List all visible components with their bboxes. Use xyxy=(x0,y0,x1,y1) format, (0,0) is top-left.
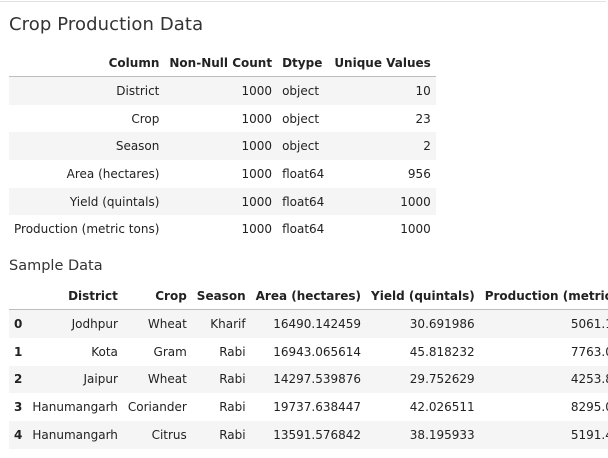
sample-row: 4 Hanumangarh Citrus Rabi 13591.576842 3… xyxy=(9,421,608,449)
summary-cell-column: District xyxy=(9,76,165,105)
sample-header-season: Season xyxy=(191,282,251,310)
cell-production: 7763.013072 xyxy=(570,344,608,359)
summary-cell-dtype: float64 xyxy=(282,166,325,181)
summary-cell-column: Production (metric tons) xyxy=(14,222,160,237)
cell-yield: 38.195933 xyxy=(366,421,480,449)
summary-header-column: Column xyxy=(9,50,165,77)
cell-district: Jodhpur xyxy=(27,309,123,338)
summary-cell-dtype: object xyxy=(277,132,330,161)
cell-yield: 29.752629 xyxy=(366,365,480,394)
summary-cell-unique: 2 xyxy=(329,132,436,161)
sample-header-crop: Crop xyxy=(122,282,192,310)
cell-crop: Wheat xyxy=(122,309,192,338)
cell-yield: 30.691986 xyxy=(366,309,480,338)
summary-cell-dtype: object xyxy=(277,76,330,105)
cell-production: 5191.429648 xyxy=(479,421,608,449)
summary-header-count: Non-Null Count xyxy=(164,50,278,77)
sample-header-district: District xyxy=(27,282,123,310)
cell-district: Jaipur xyxy=(27,365,123,394)
cell-season: Rabi xyxy=(191,421,251,449)
cell-crop: Wheat xyxy=(122,365,192,394)
summary-cell-unique: 23 xyxy=(415,111,431,126)
sample-row: 0 Jodhpur Wheat Kharif 16490.142459 30.6… xyxy=(9,309,608,338)
summary-cell-column: Crop xyxy=(131,111,160,126)
summary-cell-count: 1000 xyxy=(164,187,278,216)
cell-crop: Citrus xyxy=(122,421,192,449)
cell-area: 16490.142459 xyxy=(250,309,367,338)
sample-table: District Crop Season Area (hectares) Yie… xyxy=(9,282,608,449)
summary-cell-dtype: object xyxy=(282,111,320,126)
row-index: 3 xyxy=(14,400,23,415)
summary-cell-count: 1000 xyxy=(241,222,273,237)
sample-row: 1 Kota Gram Rabi 16943.065614 45.818232 … xyxy=(9,338,608,366)
sample-header-yield: Yield (quintals) xyxy=(366,282,480,310)
cell-season: Rabi xyxy=(219,400,246,415)
row-index: 0 xyxy=(9,309,28,338)
summary-cell-unique: 956 xyxy=(407,166,431,181)
summary-row: District 1000 object 10 xyxy=(9,76,436,105)
cell-area: 14297.539876 xyxy=(250,365,367,394)
sample-header-area: Area (hectares) xyxy=(250,282,367,310)
summary-cell-count: 1000 xyxy=(164,76,278,105)
summary-row: Production (metric tons) 1000 float64 10… xyxy=(9,215,436,243)
summary-header-unique: Unique Values xyxy=(329,50,436,77)
summary-cell-unique: 1000 xyxy=(329,187,436,216)
cell-crop: Coriander xyxy=(127,400,187,415)
summary-cell-count: 1000 xyxy=(241,111,273,126)
cell-area: 16943.065614 xyxy=(273,344,362,359)
summary-row: Area (hectares) 1000 float64 956 xyxy=(9,160,436,188)
summary-header-row: Column Non-Null Count Dtype Unique Value… xyxy=(9,50,436,77)
cell-crop: Gram xyxy=(153,344,187,359)
cell-yield: 42.026511 xyxy=(409,400,475,415)
sample-header-row: District Crop Season Area (hectares) Yie… xyxy=(9,282,608,310)
cell-area: 19737.638447 xyxy=(273,400,362,415)
summary-header-dtype: Dtype xyxy=(277,50,330,77)
cell-yield: 45.818232 xyxy=(409,344,475,359)
top-divider xyxy=(0,1,606,2)
summary-row: Crop 1000 object 23 xyxy=(9,105,436,133)
summary-cell-dtype: float64 xyxy=(282,222,325,237)
cell-production: 4253.893981 xyxy=(479,365,608,394)
cell-production: 8295.040749 xyxy=(570,400,608,415)
summary-cell-count: 1000 xyxy=(241,166,273,181)
summary-table: Column Non-Null Count Dtype Unique Value… xyxy=(9,50,436,243)
summary-cell-dtype: float64 xyxy=(277,187,330,216)
summary-cell-column: Yield (quintals) xyxy=(9,187,165,216)
row-index: 2 xyxy=(9,365,28,394)
summary-cell-unique: 1000 xyxy=(400,222,431,237)
cell-area: 13591.576842 xyxy=(250,421,367,449)
summary-cell-column: Season xyxy=(9,132,165,161)
summary-row: Yield (quintals) 1000 float64 1000 xyxy=(9,187,436,216)
cell-district: Kota xyxy=(91,344,118,359)
sample-header-production: Production (metric tons) xyxy=(479,282,608,310)
page-title: Crop Production Data xyxy=(9,14,204,35)
sample-header-index xyxy=(9,282,28,310)
cell-season: Rabi xyxy=(191,365,251,394)
cell-season: Kharif xyxy=(191,309,251,338)
summary-cell-column: Area (hectares) xyxy=(66,166,160,181)
sample-data-title: Sample Data xyxy=(9,258,103,274)
cell-district: Hanumangarh xyxy=(32,400,118,415)
row-index: 1 xyxy=(14,344,23,359)
summary-cell-unique: 10 xyxy=(329,76,436,105)
sample-row: 3 Hanumangarh Coriander Rabi 19737.63844… xyxy=(9,393,608,421)
row-index: 4 xyxy=(9,421,28,449)
sample-row: 2 Jaipur Wheat Rabi 14297.539876 29.7526… xyxy=(9,365,608,394)
cell-district: Hanumangarh xyxy=(27,421,123,449)
cell-season: Rabi xyxy=(219,344,246,359)
summary-row: Season 1000 object 2 xyxy=(9,132,436,161)
cell-production: 5061.152230 xyxy=(479,309,608,338)
summary-cell-count: 1000 xyxy=(164,132,278,161)
